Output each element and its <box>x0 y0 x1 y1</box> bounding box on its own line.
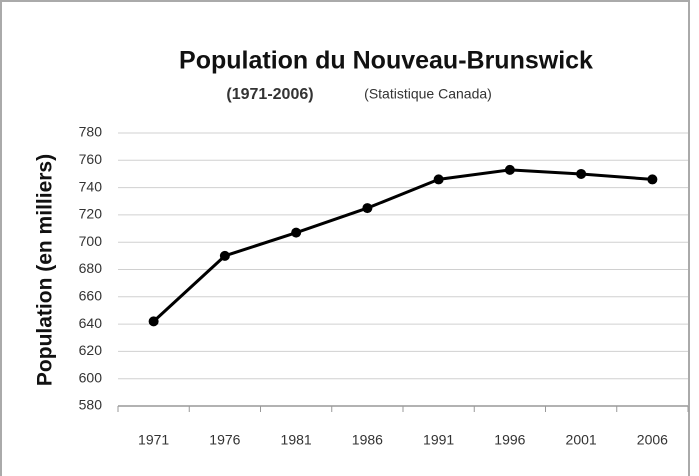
x-tick-label: 2001 <box>566 432 597 448</box>
y-tick-label: 740 <box>79 178 103 194</box>
y-tick-label: 620 <box>79 342 103 358</box>
y-tick-label: 760 <box>79 151 103 167</box>
y-tick-label: 720 <box>79 206 103 222</box>
x-tick-label: 1971 <box>138 432 169 448</box>
y-tick-label: 600 <box>79 369 103 385</box>
x-tick-label: 1986 <box>352 432 383 448</box>
data-point <box>148 316 159 327</box>
chart-source: (Statistique Canada) <box>364 86 492 102</box>
data-point <box>291 227 302 238</box>
y-tick-label: 640 <box>79 315 103 331</box>
y-tick-label: 780 <box>79 124 103 140</box>
chart-title: Population du Nouveau-Brunswick <box>179 47 593 75</box>
data-point <box>219 250 230 261</box>
data-point <box>362 203 373 214</box>
data-point <box>433 174 444 185</box>
data-point <box>576 168 587 179</box>
chart-subtitle: (1971-2006) <box>226 86 313 103</box>
x-tick-label: 1976 <box>209 432 240 448</box>
y-tick-label: 580 <box>79 397 103 413</box>
x-tick-label: 1981 <box>281 432 312 448</box>
y-tick-label: 700 <box>79 233 103 249</box>
y-tick-label: 660 <box>79 288 103 304</box>
data-point <box>647 174 658 185</box>
x-tick-label: 1996 <box>494 432 525 448</box>
y-tick-label: 680 <box>79 260 103 276</box>
y-axis-label: Population (en milliers) <box>34 154 57 386</box>
x-tick-label: 1991 <box>423 432 454 448</box>
x-tick-label: 2006 <box>637 432 668 448</box>
data-line <box>152 168 653 323</box>
data-point <box>504 164 515 175</box>
